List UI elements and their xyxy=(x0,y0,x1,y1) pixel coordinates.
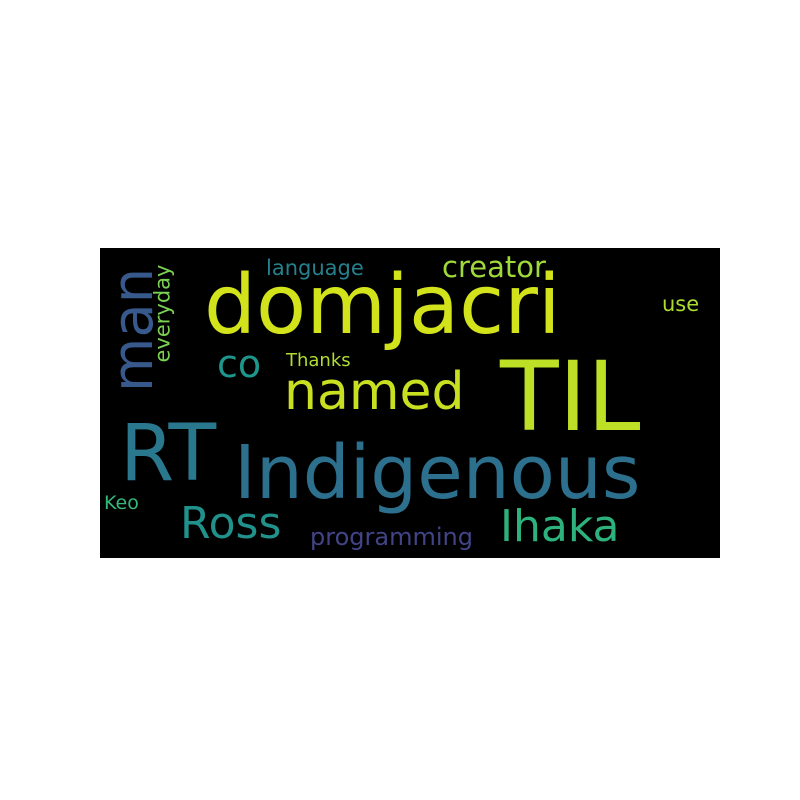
word-co: co xyxy=(217,342,262,386)
word-cloud: domjacri TIL Indigenous RT man named Ros… xyxy=(100,248,720,558)
word-programming: programming xyxy=(310,523,473,551)
word-ross: Ross xyxy=(180,498,282,549)
word-use: use xyxy=(662,292,700,316)
word-indigenous: Indigenous xyxy=(234,430,641,516)
word-til: TIL xyxy=(500,341,641,453)
word-domjacri: domjacri xyxy=(204,258,561,353)
word-language: language xyxy=(266,256,364,280)
word-ihaka: Ihaka xyxy=(500,501,620,552)
word-creator: creator xyxy=(442,250,546,284)
word-rt: RT xyxy=(120,409,217,499)
word-everyday: everyday xyxy=(150,264,175,363)
word-thanks: Thanks xyxy=(286,350,351,371)
word-named: named xyxy=(284,362,465,422)
word-keo: Keo xyxy=(104,492,139,514)
